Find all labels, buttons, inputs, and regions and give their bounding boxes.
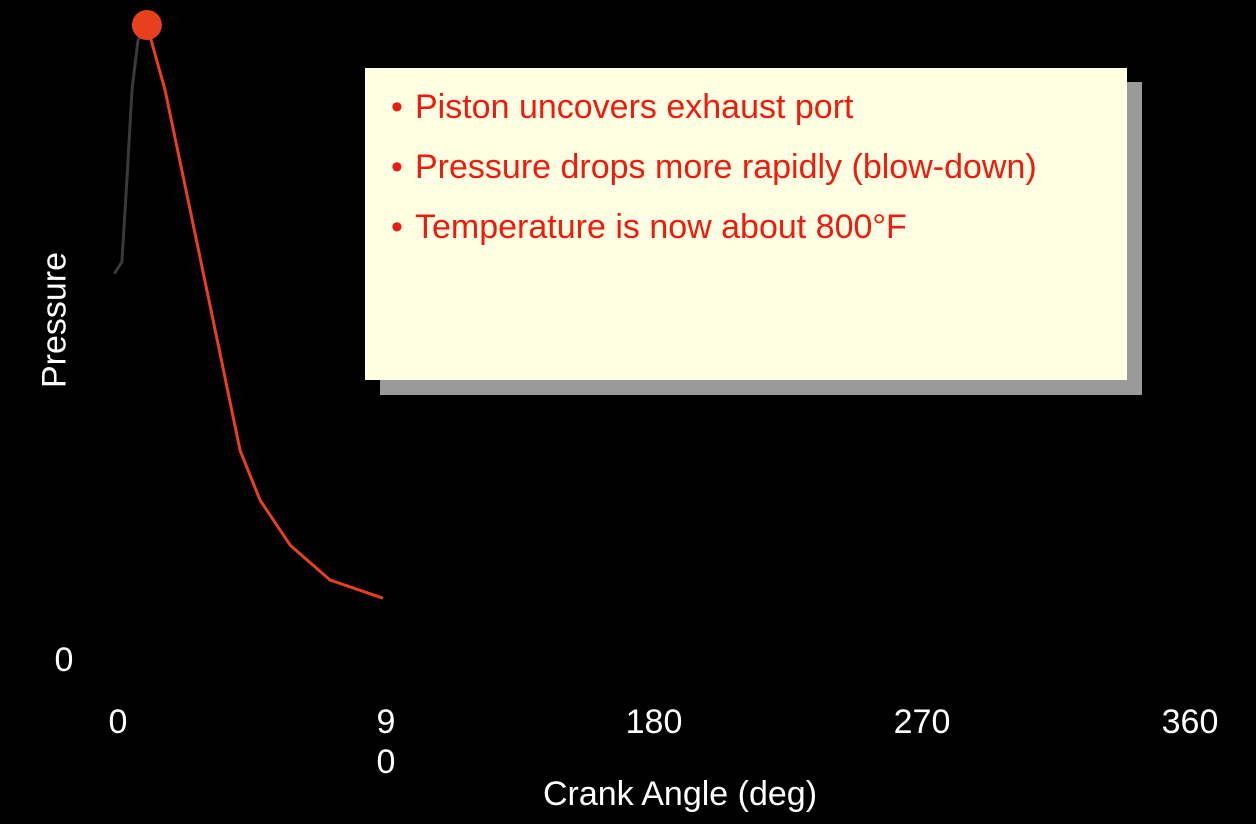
annotation-bullet: Piston uncovers exhaust port [391, 86, 1107, 128]
annotation-bullet: Pressure drops more rapidly (blow-down) [391, 146, 1107, 188]
x-tick-label: 90 [376, 703, 396, 781]
x-tick-label: 360 [1161, 703, 1219, 741]
annotation-bullet: Temperature is now about 800°F [391, 206, 1107, 248]
x-tick-label: 180 [625, 703, 683, 741]
y-tick-label: 0 [54, 641, 74, 679]
x-tick-label: 270 [893, 703, 951, 741]
pressure-line [113, 23, 149, 275]
callout: Piston uncovers exhaust port Pressure dro… [365, 68, 1127, 380]
y-axis-label: Pressure [35, 251, 74, 389]
pressure-line [145, 23, 384, 600]
x-axis-label: Crank Angle (deg) [542, 775, 818, 813]
x-tick-label: 0 [108, 703, 128, 741]
peak-marker [131, 10, 162, 40]
